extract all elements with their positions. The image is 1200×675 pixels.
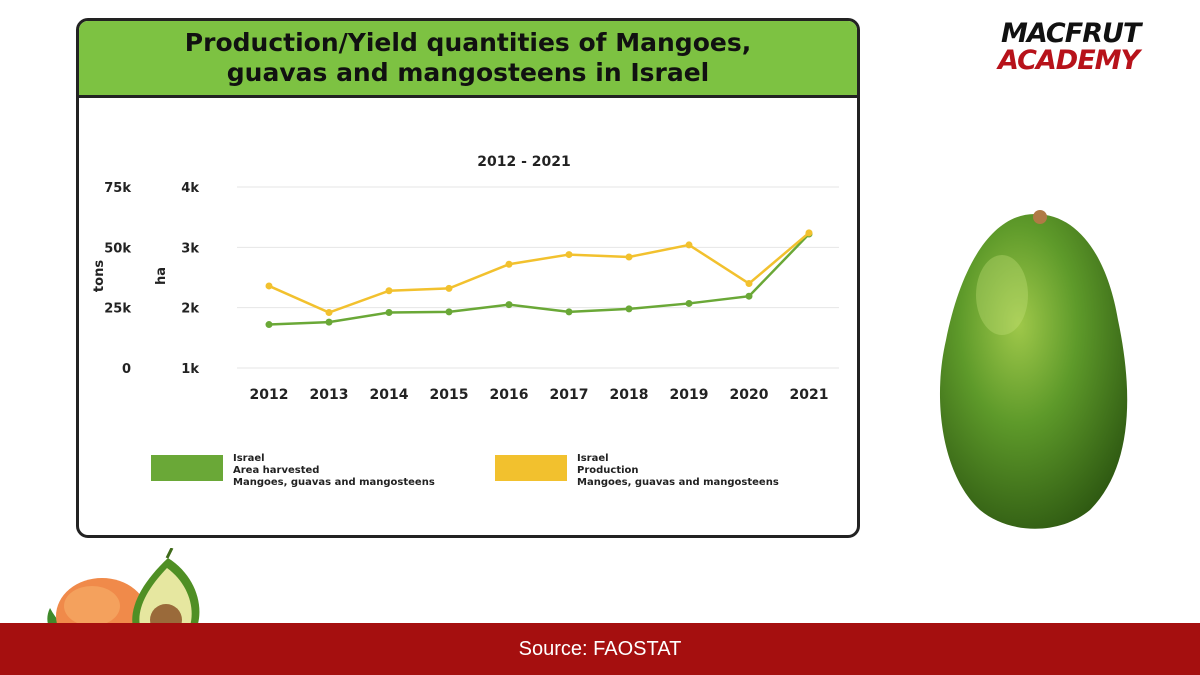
series-line-2: [268, 231, 810, 314]
legend-label-1: Area harvested: [233, 465, 319, 476]
legend-label-1: Israel: [233, 453, 265, 464]
logo-line-1: MACFRUT: [1001, 18, 1141, 49]
left-tick-label: 50k: [104, 241, 131, 256]
series-1-point: [325, 318, 333, 326]
legend-label-2: Israel: [577, 453, 609, 464]
x-tick-label: 2012: [250, 387, 289, 403]
x-tick-label: 2013: [310, 387, 349, 403]
chart-title: Production/Yield quantities of Mangoes, …: [184, 28, 752, 87]
right-axis-ticks: 1k 2k 3k 4k: [181, 181, 199, 377]
series-1-point: [265, 321, 273, 329]
left-tick-label: 25k: [104, 302, 131, 317]
series-1-point: [445, 308, 453, 316]
chart-card: Production/Yield quantities of Mangoes, …: [76, 18, 860, 538]
grid: [237, 186, 839, 369]
x-axis-ticks: 2012 2013 2014 2015 2016 2017 2018 2019 2020 2021: [250, 387, 829, 403]
source-text: Source: FAOSTAT: [518, 637, 682, 660]
legend-label-2: Mangoes, guavas and mangosteens: [577, 477, 779, 488]
legend-swatch-2: [495, 455, 567, 481]
series-1-point: [385, 308, 393, 316]
series-2-point: [805, 229, 813, 237]
x-tick-label: 2015: [430, 387, 469, 403]
legend-label-1: Mangoes, guavas and mangosteens: [233, 477, 435, 488]
series-2-point: [265, 282, 273, 290]
right-tick-label: 4k: [181, 181, 199, 196]
series-2-point: [385, 287, 393, 295]
x-tick-label: 2020: [730, 387, 769, 403]
x-tick-label: 2016: [490, 387, 529, 403]
series-2-point: [445, 284, 453, 292]
left-axis-ticks: 0 25k 50k 75k: [104, 181, 131, 377]
x-tick-label: 2014: [370, 387, 409, 403]
x-tick-label: 2018: [610, 387, 649, 403]
series-2-point: [745, 280, 753, 288]
right-tick-label: 1k: [181, 362, 199, 377]
series-1-point: [745, 292, 753, 300]
chart-subtitle: 2012 - 2021: [477, 154, 571, 170]
series-1-point: [625, 305, 633, 313]
x-tick-label: 2017: [550, 387, 589, 403]
avocado-illustration: [939, 210, 1128, 529]
right-tick-label: 2k: [181, 302, 199, 317]
logo-line-2: ACADEMY: [998, 45, 1140, 76]
series-1-point: [505, 301, 513, 309]
series-2-point: [325, 308, 333, 316]
series-line-1: [268, 233, 810, 326]
series-2-point: [565, 251, 573, 259]
series-1-point: [685, 299, 693, 307]
x-tick-label: 2019: [670, 387, 709, 403]
left-tick-label: 75k: [104, 181, 131, 196]
series-2-point: [685, 241, 693, 249]
series-2-point: [625, 253, 633, 261]
legend-swatch-1: [151, 455, 223, 481]
x-tick-label: 2021: [790, 387, 829, 403]
series-group: [265, 229, 813, 329]
right-tick-label: 3k: [181, 241, 199, 256]
footer-bar: Source: FAOSTAT: [0, 623, 1200, 675]
right-axis-label: ha: [154, 267, 169, 285]
series-1-point: [565, 308, 573, 316]
macfrut-academy-logo: MACFRUT ACADEMY: [998, 20, 1168, 78]
left-tick-label: 0: [122, 362, 131, 377]
left-axis-label: tons: [92, 260, 107, 292]
series-2-point: [505, 260, 513, 268]
legend-label-2: Production: [577, 465, 639, 476]
chart-header: Production/Yield quantities of Mangoes, …: [79, 21, 857, 98]
